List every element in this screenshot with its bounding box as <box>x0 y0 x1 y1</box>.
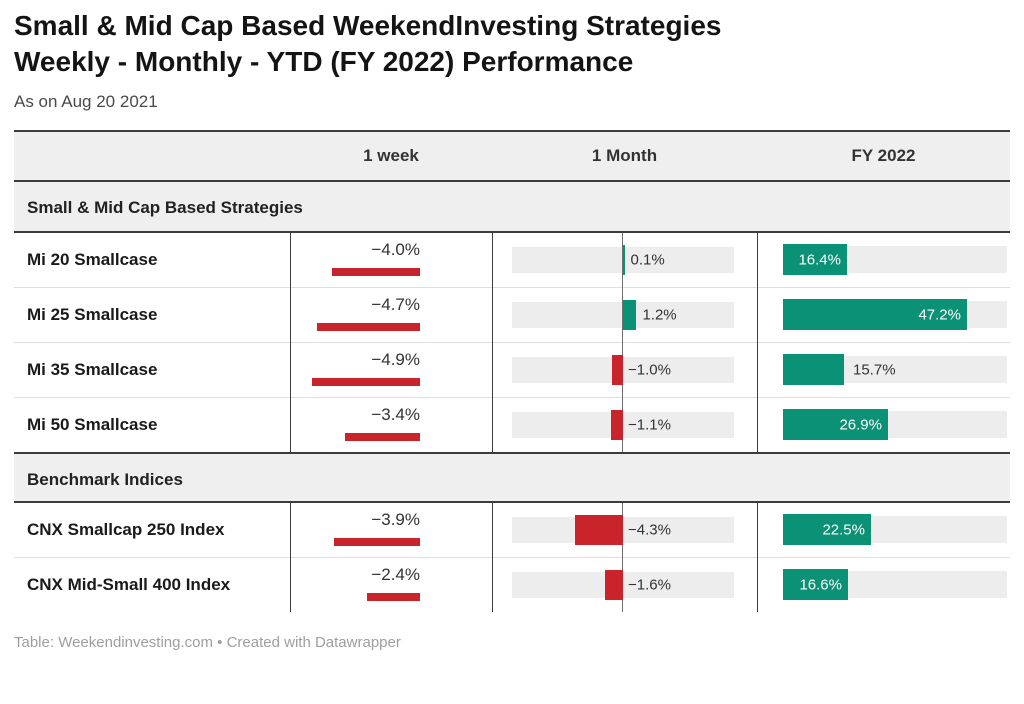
month-value-label: 0.1% <box>630 251 665 269</box>
month-cell: −4.3% <box>492 503 757 557</box>
month-bar <box>623 300 637 330</box>
fy-bar <box>783 569 848 600</box>
month-cell: −1.6% <box>492 558 757 612</box>
fy-bar <box>783 409 888 440</box>
week-value-label: −4.9% <box>371 350 420 369</box>
column-header-1-week: 1 week <box>363 146 419 165</box>
table-row: Mi 35 Smallcase −4.9% −1.0% 15.7% <box>14 342 1010 397</box>
fy-cell: 16.4% <box>757 233 1010 287</box>
fy-bar <box>783 299 967 330</box>
month-zero-axis-line <box>622 503 623 612</box>
fy-value-label: 16.6% <box>799 576 842 594</box>
column-header-1-month: 1 Month <box>591 146 658 165</box>
column-divider-line <box>290 503 291 612</box>
week-bar <box>367 593 420 601</box>
month-cell: 0.1% <box>492 233 757 287</box>
section-header: Benchmark Indices <box>14 452 1010 503</box>
section-band: Mi 20 Smallcase −4.0% 0.1% 16.4% Mi 25 Small… <box>14 233 1010 452</box>
week-value-label: −4.0% <box>371 240 420 259</box>
week-cell: −2.4% <box>290 558 492 612</box>
month-track <box>512 357 734 383</box>
month-track <box>512 517 734 543</box>
table-row: Mi 25 Smallcase −4.7% 1.2% 47.2% <box>14 287 1010 342</box>
fy-bar <box>783 514 871 545</box>
column-divider-line <box>492 503 493 612</box>
month-value-label: −1.6% <box>628 576 671 594</box>
fy-cell: 15.7% <box>757 343 1010 397</box>
week-cell: −3.4% <box>290 398 492 452</box>
month-value-label: −1.1% <box>628 416 671 434</box>
month-cell: −1.1% <box>492 398 757 452</box>
page-title-line2: Weekly - Monthly - YTD (FY 2022) Perform… <box>14 46 634 77</box>
month-bar <box>611 355 623 385</box>
week-bar <box>312 378 420 386</box>
row-label: Mi 35 Smallcase <box>27 360 158 379</box>
month-bar <box>610 410 623 440</box>
row-label: CNX Smallcap 250 Index <box>27 520 225 539</box>
column-divider-line <box>757 233 758 452</box>
table-header-row: 1 week 1 Month FY 2022 <box>14 132 1010 182</box>
month-cell: 1.2% <box>492 288 757 342</box>
month-bar <box>623 245 625 275</box>
row-label: CNX Mid-Small 400 Index <box>27 575 231 594</box>
week-bar <box>334 538 420 546</box>
performance-table: 1 week 1 Month FY 2022 Small & Mid Cap B… <box>14 130 1010 612</box>
page-subtitle: As on Aug 20 2021 <box>14 92 158 111</box>
page-title-line1: Small & Mid Cap Based WeekendInvesting S… <box>14 10 722 41</box>
section-header: Small & Mid Cap Based Strategies <box>14 182 1010 233</box>
week-bar <box>332 268 420 276</box>
fy-bar <box>783 354 844 385</box>
table-row: CNX Mid-Small 400 Index −2.4% −1.6% 16.6% <box>14 557 1010 612</box>
row-label: Mi 50 Smallcase <box>27 415 158 434</box>
fy-value-label: 22.5% <box>822 521 865 539</box>
month-track <box>512 412 734 438</box>
month-value-label: 1.2% <box>642 306 677 324</box>
month-cell: −1.0% <box>492 343 757 397</box>
fy-value-label: 47.2% <box>918 306 961 324</box>
column-divider-line <box>290 233 291 452</box>
fy-value-label: 15.7% <box>853 361 896 379</box>
row-label: Mi 20 Smallcase <box>27 250 158 269</box>
footer-credit: Table: Weekendinvesting.com • Created wi… <box>14 634 401 651</box>
column-divider-line <box>492 233 493 452</box>
table-body: Small & Mid Cap Based Strategies Mi 20 Sm… <box>14 182 1010 612</box>
fy-cell: 47.2% <box>757 288 1010 342</box>
week-bar <box>345 433 420 441</box>
column-divider-line <box>757 503 758 612</box>
fy-bar <box>783 244 847 275</box>
fy-value-label: 16.4% <box>798 251 841 269</box>
week-cell: −4.7% <box>290 288 492 342</box>
month-zero-axis-line <box>622 233 623 452</box>
month-track <box>512 572 734 598</box>
week-bar <box>317 323 420 331</box>
column-header-fy-2022: FY 2022 <box>851 146 916 165</box>
table-row: CNX Smallcap 250 Index −3.9% −4.3% 22.5% <box>14 503 1010 557</box>
week-value-label: −4.7% <box>371 295 420 314</box>
table-row: Mi 20 Smallcase −4.0% 0.1% 16.4% <box>14 233 1010 287</box>
section-band: CNX Smallcap 250 Index −3.9% −4.3% 22.5% CNX… <box>14 503 1010 612</box>
row-label: Mi 25 Smallcase <box>27 305 158 324</box>
month-bar <box>605 570 623 600</box>
month-value-label: −1.0% <box>628 361 671 379</box>
week-cell: −3.9% <box>290 503 492 557</box>
fy-value-label: 26.9% <box>839 416 882 434</box>
week-cell: −4.9% <box>290 343 492 397</box>
fy-cell: 26.9% <box>757 398 1010 452</box>
table-row: Mi 50 Smallcase −3.4% −1.1% 26.9% <box>14 397 1010 452</box>
week-cell: −4.0% <box>290 233 492 287</box>
fy-cell: 16.6% <box>757 558 1010 612</box>
month-value-label: −4.3% <box>628 521 671 539</box>
week-value-label: −2.4% <box>371 565 420 584</box>
fy-cell: 22.5% <box>757 503 1010 557</box>
month-bar <box>574 515 623 545</box>
week-value-label: −3.4% <box>371 405 420 424</box>
week-value-label: −3.9% <box>371 510 420 529</box>
